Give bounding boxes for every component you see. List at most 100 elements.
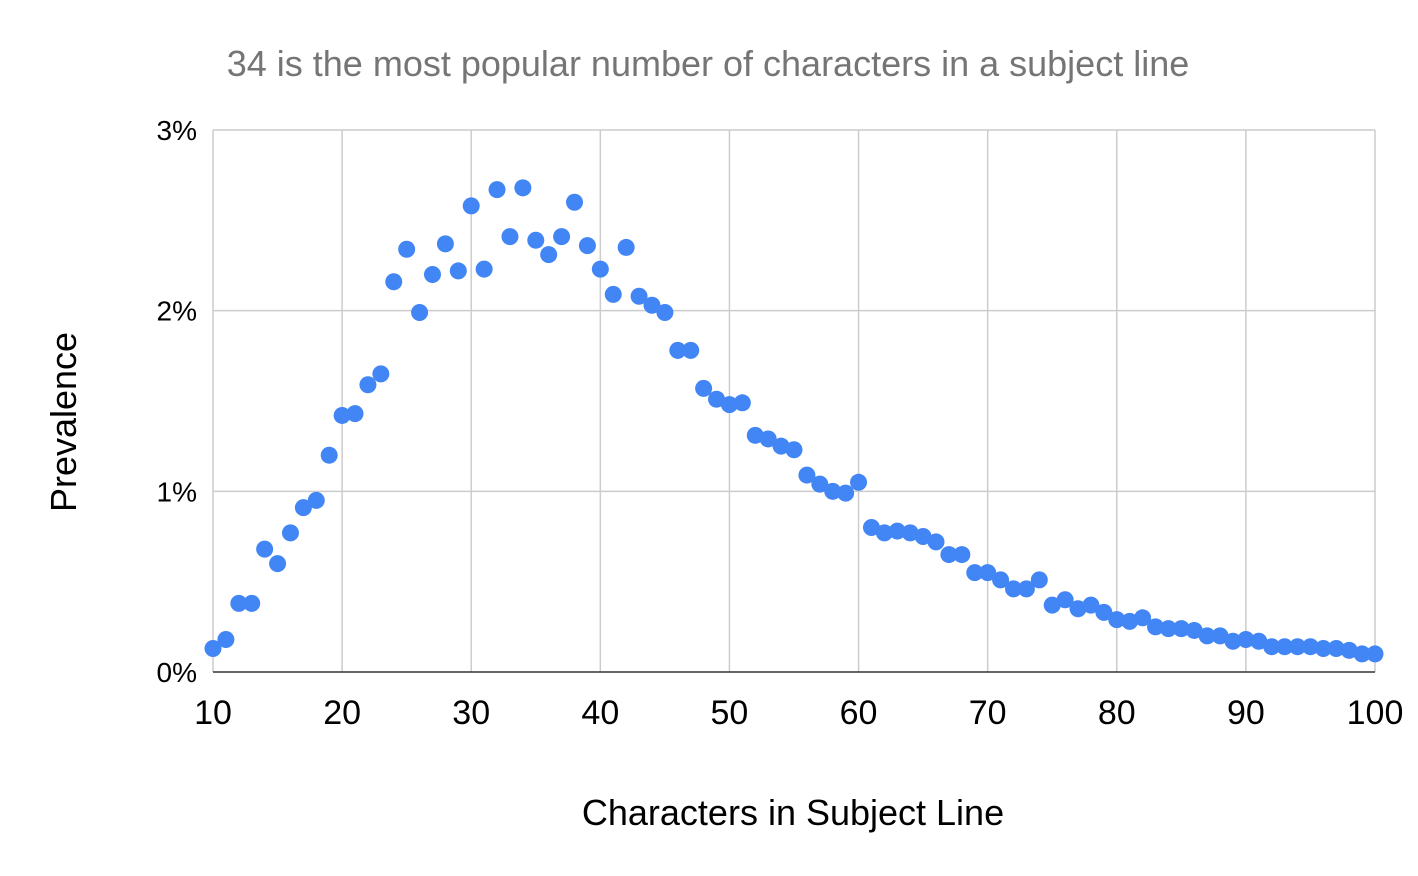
data-point — [269, 555, 287, 573]
data-point — [888, 522, 906, 540]
gridlines — [212, 129, 1376, 673]
data-point — [591, 260, 609, 278]
data-point — [1366, 645, 1384, 663]
data-point — [785, 441, 803, 459]
y-axis-label: Prevalence — [43, 332, 84, 512]
y-tick-label: 3% — [157, 115, 197, 146]
data-point — [1185, 621, 1203, 639]
data-point — [1289, 638, 1307, 656]
x-axis-label: Characters in Subject Line — [582, 792, 1004, 833]
data-points — [204, 179, 1384, 663]
data-point — [333, 406, 351, 424]
data-point — [940, 546, 958, 564]
data-point — [862, 518, 880, 536]
data-point — [901, 524, 919, 542]
data-point — [320, 446, 338, 464]
data-point — [294, 499, 312, 517]
y-tick-label: 2% — [157, 296, 197, 327]
data-point — [307, 491, 325, 509]
data-point — [617, 238, 635, 256]
data-point — [953, 546, 971, 564]
data-point — [1069, 600, 1087, 618]
data-point — [540, 246, 558, 264]
data-point — [798, 466, 816, 484]
data-point — [1211, 627, 1229, 645]
data-point — [1017, 580, 1035, 598]
x-tick-label: 40 — [581, 694, 619, 732]
data-point — [992, 571, 1010, 589]
data-point — [1353, 645, 1371, 663]
data-point — [1056, 591, 1074, 609]
data-point — [1095, 603, 1113, 621]
data-point — [669, 341, 687, 359]
data-point — [256, 540, 274, 558]
data-point — [914, 528, 932, 545]
data-point — [488, 181, 506, 199]
data-point — [811, 475, 829, 493]
data-point — [875, 524, 893, 542]
data-point — [449, 262, 467, 280]
data-point — [1237, 630, 1255, 648]
data-point — [927, 533, 945, 551]
data-point — [1198, 627, 1216, 645]
data-point — [1172, 620, 1190, 638]
data-point — [346, 405, 364, 423]
data-point — [204, 640, 222, 658]
data-point — [1043, 596, 1061, 614]
y-tick-label: 0% — [157, 657, 197, 688]
data-point — [1030, 571, 1048, 589]
data-point — [630, 287, 648, 305]
data-point — [1301, 638, 1319, 656]
data-point — [720, 396, 738, 414]
x-tick-label: 20 — [323, 694, 361, 732]
data-point — [398, 240, 416, 258]
data-point — [837, 484, 855, 502]
data-point — [359, 376, 377, 394]
data-point — [514, 179, 532, 197]
data-point — [1147, 618, 1165, 636]
data-point — [604, 285, 622, 303]
data-point — [1340, 641, 1358, 659]
x-tick-label: 60 — [840, 694, 878, 732]
x-tick-label: 80 — [1098, 694, 1136, 732]
data-point — [1082, 596, 1100, 614]
data-point — [372, 365, 390, 383]
data-point — [733, 394, 751, 412]
data-point — [217, 630, 235, 648]
data-point — [243, 594, 261, 612]
data-point — [423, 266, 441, 284]
data-point — [1250, 632, 1268, 650]
y-tick-label: 1% — [157, 476, 197, 507]
data-point — [746, 426, 764, 444]
data-point — [553, 228, 571, 246]
data-point — [1327, 640, 1345, 658]
data-point — [1314, 640, 1332, 658]
x-tick-label: 10 — [194, 694, 232, 732]
data-point — [501, 228, 519, 246]
data-point — [1263, 638, 1281, 656]
data-point — [708, 390, 726, 408]
x-axis-ticks: 10 20 30 40 50 60 70 80 90 100 — [194, 694, 1403, 732]
data-point — [643, 296, 661, 314]
data-point — [759, 430, 777, 448]
data-point — [230, 594, 248, 612]
x-tick-label: 70 — [969, 694, 1007, 732]
data-point — [475, 260, 493, 278]
data-point — [1108, 611, 1126, 629]
data-point — [385, 273, 403, 291]
data-point — [411, 303, 429, 321]
x-tick-label: 30 — [452, 694, 490, 732]
data-point — [436, 235, 454, 253]
data-point — [1121, 612, 1139, 630]
data-point — [578, 237, 596, 255]
x-tick-label: 100 — [1347, 694, 1404, 732]
data-point — [1134, 609, 1152, 627]
data-point — [281, 524, 299, 542]
data-point — [979, 564, 997, 582]
data-point — [462, 197, 480, 215]
y-axis-ticks: 0% 1% 2% 3% — [157, 115, 197, 688]
x-tick-label: 90 — [1227, 694, 1265, 732]
data-point — [850, 473, 868, 491]
data-point — [695, 379, 713, 397]
data-point — [656, 303, 674, 321]
